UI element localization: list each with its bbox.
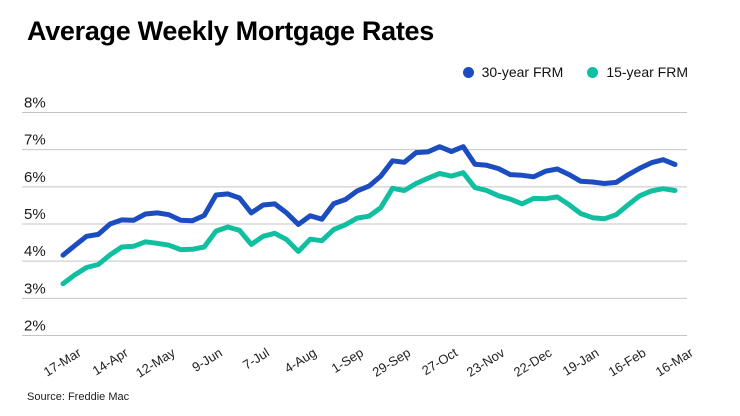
x-tick-label: 9-Jun [189,345,225,375]
x-tick-label: 1-Sep [329,345,366,376]
x-tick-label: 23-Nov [464,345,508,380]
y-tick-label: 7% [24,132,46,149]
legend-dot-30-year-icon [462,66,474,78]
y-tick-label: 8% [24,95,46,112]
line-30-year-frm [60,144,678,258]
y-tick-label: 2% [24,318,46,335]
x-tick-label: 17-Mar [41,344,84,379]
legend-dot-15-year-icon [587,66,599,78]
x-tick-label: 22-Dec [511,345,555,380]
x-tick-label: 14-Apr [90,344,132,378]
x-tick-label: 16-Mar [653,344,696,379]
legend-label-15-year: 15-year FRM [606,64,688,80]
x-tick-label: 16-Feb [606,345,649,380]
x-tick-label: 7-Jul [240,345,272,373]
y-tick-label: 6% [24,169,46,186]
x-tick-label: 27-Oct [419,345,460,379]
series-lines [60,144,678,287]
y-tick-label: 4% [24,243,46,260]
x-tick-label: 4-Aug [282,345,319,376]
x-axis-labels: 17-Mar 14-Apr 12-May 9-Jun 7-Jul 4-Aug 1-Sep 29… [41,344,696,380]
gridlines [22,112,687,336]
chart-title: Average Weekly Mortgage Rates [27,16,434,46]
line-15-year-frm [60,170,678,287]
y-tick-label: 3% [24,280,46,297]
source-note: Source: Freddie Mac [27,391,130,403]
legend-label-30-year: 30-year FRM [481,64,564,80]
y-tick-label: 5% [24,206,46,223]
x-tick-label: 29-Sep [370,345,414,380]
y-axis-labels: 8% 7% 6% 5% 4% 3% 2% [24,95,46,335]
chart-legend: 30-year FRM 15-year FRM [462,64,688,80]
legend-item-15-year: 15-year FRM [587,64,688,80]
legend-item-30-year: 30-year FRM [462,64,564,80]
x-tick-label: 12-May [133,345,178,381]
x-tick-label: 19-Jan [560,345,602,379]
